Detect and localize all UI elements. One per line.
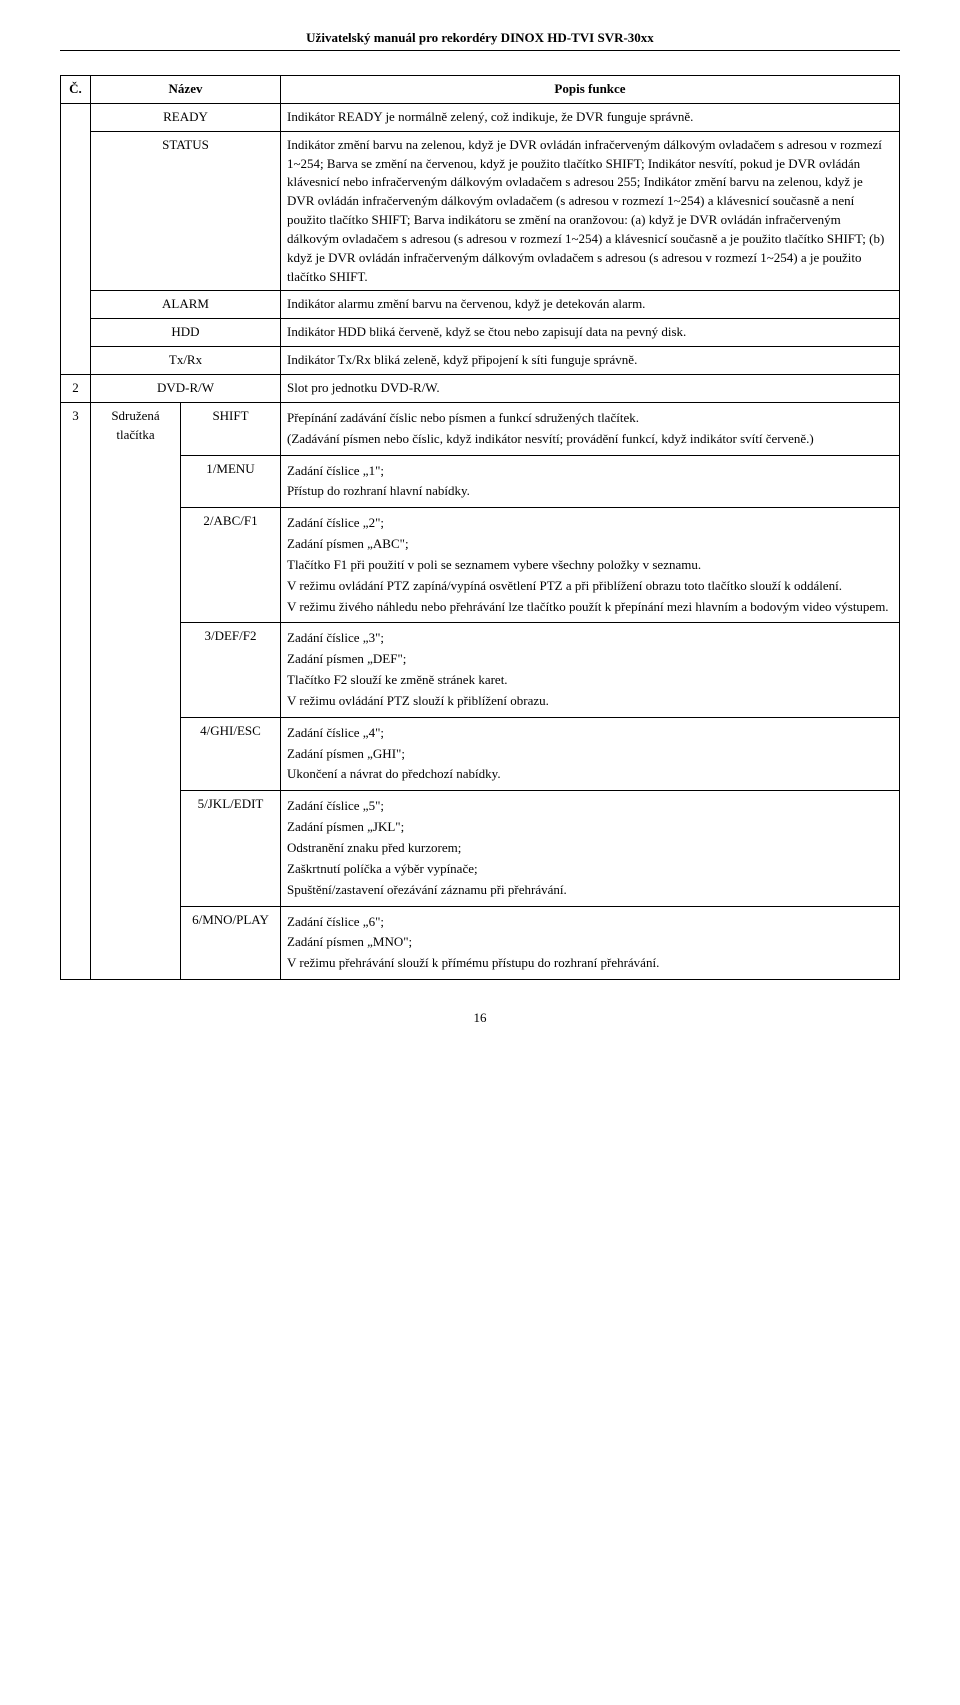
table-row: 3/DEF/F2 Zadání číslice „3"; Zadání písm… (61, 623, 900, 717)
cell-desc-txrx: Indikátor Tx/Rx bliká zeleně, když připo… (281, 347, 900, 375)
table-row: 3 Sdružená tlačítka SHIFT Přepínání zadá… (61, 402, 900, 455)
desc-line: Zadání písmen „JKL"; (287, 818, 893, 837)
col-header-num: Č. (61, 76, 91, 104)
desc-line: Přístup do rozhraní hlavní nabídky. (287, 482, 893, 501)
cell-key-6mnoplay: 6/MNO/PLAY (181, 906, 281, 980)
desc-line: Zadání písmen „MNO"; (287, 933, 893, 952)
desc-line: Ukončení a návrat do předchozí nabídky. (287, 765, 893, 784)
table-header-row: Č. Název Popis funkce (61, 76, 900, 104)
cell-num-blank (61, 103, 91, 374)
desc-line: Zadání číslice „1"; (287, 462, 893, 481)
cell-name-alarm: ALARM (91, 291, 281, 319)
desc-line: V režimu ovládání PTZ slouží k přiblížen… (287, 692, 893, 711)
table-row: Tx/Rx Indikátor Tx/Rx bliká zeleně, když… (61, 347, 900, 375)
col-header-name: Název (91, 76, 281, 104)
cell-desc-shift: Přepínání zadávání číslic nebo písmen a … (281, 402, 900, 455)
desc-line: Spuštění/zastavení ořezávání záznamu při… (287, 881, 893, 900)
cell-desc-2abcf1: Zadání číslice „2"; Zadání písmen „ABC";… (281, 508, 900, 623)
cell-desc-hdd: Indikátor HDD bliká červeně, když se čto… (281, 319, 900, 347)
desc-line: Zadání písmen „GHI"; (287, 745, 893, 764)
cell-name-txrx: Tx/Rx (91, 347, 281, 375)
cell-key-5jkledit: 5/JKL/EDIT (181, 791, 281, 906)
desc-line: V režimu živého náhledu nebo přehrávání … (287, 598, 893, 617)
cell-desc-1menu: Zadání číslice „1"; Přístup do rozhraní … (281, 455, 900, 508)
page-container: Uživatelský manuál pro rekordéry DINOX H… (0, 0, 960, 1066)
document-title: Uživatelský manuál pro rekordéry DINOX H… (60, 30, 900, 46)
cell-key-3deff2: 3/DEF/F2 (181, 623, 281, 717)
desc-line: Přepínání zadávání číslic nebo písmen a … (287, 409, 893, 428)
table-row: HDD Indikátor HDD bliká červeně, když se… (61, 319, 900, 347)
cell-key-2abcf1: 2/ABC/F1 (181, 508, 281, 623)
cell-desc-dvd: Slot pro jednotku DVD-R/W. (281, 374, 900, 402)
cell-name-dvd: DVD-R/W (91, 374, 281, 402)
desc-line: (Zadávání písmen nebo číslic, když indik… (287, 430, 893, 449)
cell-desc-ready: Indikátor READY je normálně zelený, což … (281, 103, 900, 131)
cell-name-hdd: HDD (91, 319, 281, 347)
table-row: ALARM Indikátor alarmu změní barvu na če… (61, 291, 900, 319)
desc-line: Zadání písmen „DEF"; (287, 650, 893, 669)
desc-line: Zadání číslice „5"; (287, 797, 893, 816)
desc-line: V režimu ovládání PTZ zapíná/vypíná osvě… (287, 577, 893, 596)
table-row: 2/ABC/F1 Zadání číslice „2"; Zadání písm… (61, 508, 900, 623)
cell-desc-5jkledit: Zadání číslice „5"; Zadání písmen „JKL";… (281, 791, 900, 906)
desc-line: Zadání číslice „4"; (287, 724, 893, 743)
cell-name-ready: READY (91, 103, 281, 131)
desc-line: Zadání písmen „ABC"; (287, 535, 893, 554)
table-row: 4/GHI/ESC Zadání číslice „4"; Zadání pís… (61, 717, 900, 791)
desc-line: Zadání číslice „6"; (287, 913, 893, 932)
table-row: 1/MENU Zadání číslice „1"; Přístup do ro… (61, 455, 900, 508)
cell-desc-6mnoplay: Zadání číslice „6"; Zadání písmen „MNO";… (281, 906, 900, 980)
cell-name-status: STATUS (91, 131, 281, 291)
cell-key-shift: SHIFT (181, 402, 281, 455)
cell-key-4ghiesc: 4/GHI/ESC (181, 717, 281, 791)
table-row: 5/JKL/EDIT Zadání číslice „5"; Zadání pí… (61, 791, 900, 906)
page-number: 16 (60, 1010, 900, 1026)
cell-desc-4ghiesc: Zadání číslice „4"; Zadání písmen „GHI";… (281, 717, 900, 791)
cell-desc-3deff2: Zadání číslice „3"; Zadání písmen „DEF";… (281, 623, 900, 717)
title-rule (60, 50, 900, 51)
desc-line: Tlačítko F2 slouží ke změně stránek kare… (287, 671, 893, 690)
desc-line: Zadání číslice „2"; (287, 514, 893, 533)
desc-line: Tlačítko F1 při použití v poli se seznam… (287, 556, 893, 575)
table-row: STATUS Indikátor změní barvu na zelenou,… (61, 131, 900, 291)
desc-line: V režimu přehrávání slouží k přímému pří… (287, 954, 893, 973)
cell-desc-alarm: Indikátor alarmu změní barvu na červenou… (281, 291, 900, 319)
cell-key-1menu: 1/MENU (181, 455, 281, 508)
table-row: 2 DVD-R/W Slot pro jednotku DVD-R/W. (61, 374, 900, 402)
desc-line: Zadání číslice „3"; (287, 629, 893, 648)
cell-group-buttons: Sdružená tlačítka (91, 402, 181, 979)
desc-line: Odstranění znaku před kurzorem; (287, 839, 893, 858)
table-row: READY Indikátor READY je normálně zelený… (61, 103, 900, 131)
cell-num-2: 2 (61, 374, 91, 402)
col-header-desc: Popis funkce (281, 76, 900, 104)
desc-line: Zaškrtnutí políčka a výběr vypínače; (287, 860, 893, 879)
cell-desc-status: Indikátor změní barvu na zelenou, když j… (281, 131, 900, 291)
cell-num-3: 3 (61, 402, 91, 979)
table-row: 6/MNO/PLAY Zadání číslice „6"; Zadání pí… (61, 906, 900, 980)
function-table: Č. Název Popis funkce READY Indikátor RE… (60, 75, 900, 980)
